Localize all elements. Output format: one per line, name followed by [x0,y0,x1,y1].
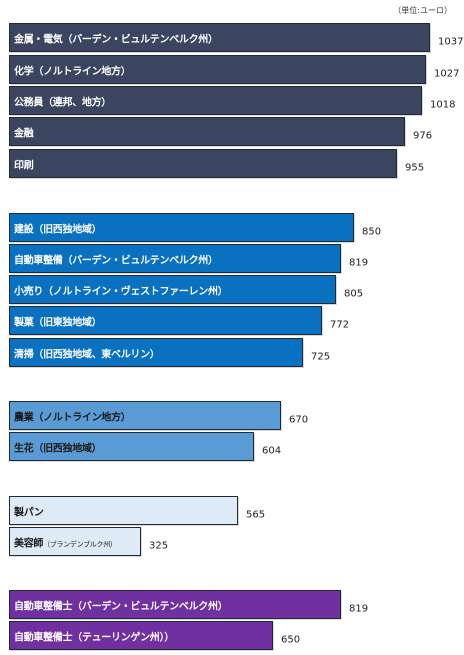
bar: 自動車整備士（テューリンゲン州）） [9,621,273,650]
bar: 生花（旧西独地域） [9,432,254,461]
bar-label: 金融 [14,128,34,139]
value-label: 819 [349,257,369,268]
value-label: 772 [330,319,350,330]
bar-label: 公務員（連邦、地方） [14,97,111,108]
value-label: 604 [262,445,282,456]
bar-label: 製パン [14,507,44,518]
bar-label: 自動車整備（バーデン・ビュルテンベルク州） [14,255,218,266]
value-label: 850 [362,226,382,237]
bar-label: 印刷 [14,160,34,171]
bar: 自動車整備士（バーデン・ビュルテンベルク州） [9,590,341,619]
bar: 公務員（連邦、地方） [9,86,422,115]
bar-label: 清掃（旧西独地域、東ベルリン） [14,349,160,360]
bar-label: 自動車整備士（バーデン・ビュルテンベルク州） [14,601,228,612]
bar-label: 生花（旧西独地域） [14,443,102,454]
bar-label: 美容師（ブランデンブルク州） [14,538,117,549]
bar: 美容師（ブランデンブルク州） [9,527,141,556]
bar-label: 自動車整備士（テューリンゲン州）） [14,632,174,643]
value-label: 819 [349,603,369,614]
bar-label: 農業（ノルトライン地方） [14,412,131,423]
bar: 建設（旧西独地域） [9,213,354,242]
value-label: 325 [149,540,169,551]
bar: 農業（ノルトライン地方） [9,401,281,430]
bar: 自動車整備（バーデン・ビュルテンベルク州） [9,244,341,273]
value-label: 955 [405,162,425,173]
value-label: 670 [289,414,309,425]
value-label: 976 [413,130,433,141]
value-label: 725 [311,351,331,362]
bar: 小売り（ノルトライン・ヴェストファーレン州） [9,275,336,304]
bar: 金融 [9,117,405,146]
bar-label: 建設（旧西独地域） [14,224,102,235]
unit-note: （単位:ユーロ） [393,6,452,15]
value-label: 1027 [434,68,460,79]
bar-label: 金属・電気（バーデン・ビュルテンベルク州） [14,34,218,45]
bar: 製パン [9,496,238,525]
value-label: 1018 [430,99,456,110]
bar: 金属・電気（バーデン・ビュルテンベルク州） [9,23,430,52]
value-label: 805 [344,288,364,299]
value-label: 565 [246,509,266,520]
bar: 製菓（旧東独地域） [9,306,322,335]
bar: 清掃（旧西独地域、東ベルリン） [9,338,303,367]
bar-label: 製菓（旧東独地域） [14,317,102,328]
bar: 化学（ノルトライン地方） [9,55,426,84]
bar: 印刷 [9,149,397,178]
bar-label: 化学（ノルトライン地方） [14,66,131,77]
value-label: 1037 [438,36,464,47]
value-label: 650 [281,634,301,645]
bar-label: 小売り（ノルトライン・ヴェストファーレン州） [14,286,228,297]
